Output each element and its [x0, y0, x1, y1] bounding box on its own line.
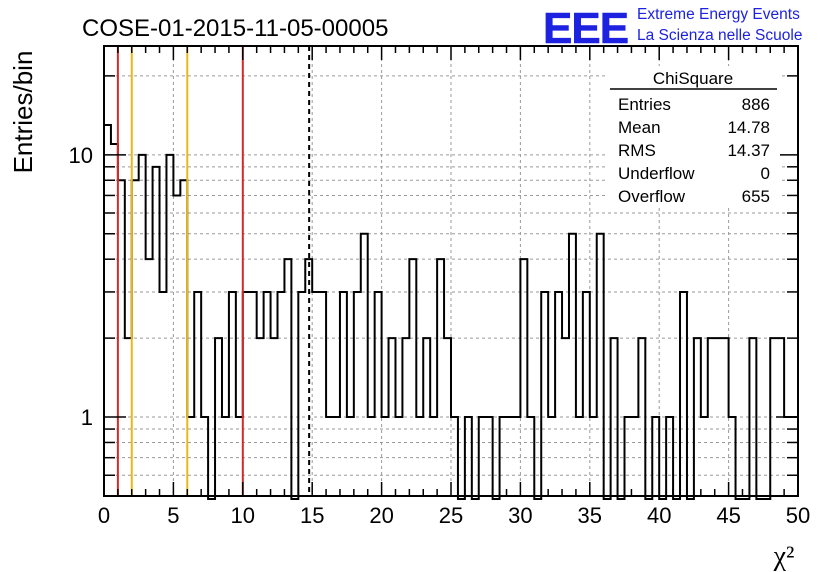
stats-row-label: Underflow: [618, 164, 695, 183]
plot-frame: [103, 45, 799, 497]
x-tick-label: 5: [167, 503, 179, 528]
eee-logo: EEE Extreme Energy Events La Scienza nel…: [543, 4, 803, 54]
stats-box: ChiSquare Entries 886 Mean 14.78 RMS 14.37 Und…: [608, 66, 780, 208]
y-axis-label: Entries/bin: [8, 51, 38, 174]
stats-row-label: Overflow: [618, 187, 686, 206]
stats-row-label: Entries: [618, 95, 671, 114]
stats-row-label: Mean: [618, 118, 661, 137]
stats-box-title: ChiSquare: [653, 69, 733, 88]
x-tick-label: 50: [786, 503, 810, 528]
x-tick-label: 30: [508, 503, 532, 528]
stats-row-value: 14.78: [727, 118, 770, 137]
y-tick-labels: 1 10: [69, 143, 93, 430]
logo-line-1: Extreme Energy Events: [637, 6, 800, 23]
stats-row-label: RMS: [618, 141, 656, 160]
x-tick-label: 45: [716, 503, 740, 528]
x-tick-label: 25: [439, 503, 463, 528]
logo-line-2: La Scienza nelle Scuole: [637, 27, 802, 44]
stats-row-value: 655: [742, 187, 770, 206]
x-tick-label: 15: [300, 503, 324, 528]
histogram: [103, 123, 799, 500]
threshold-lines: [116, 46, 311, 496]
x-tick-label: 35: [578, 503, 602, 528]
y-tick-label: 1: [81, 405, 93, 430]
y-tick-label: 10: [69, 143, 93, 168]
x-axis-label: χ²: [773, 541, 795, 572]
stats-row-value: 886: [742, 95, 770, 114]
x-tick-label: 20: [369, 503, 393, 528]
x-tick-label: 40: [647, 503, 671, 528]
x-tick-labels: 0 5 10 15 20 25 30 35 40 45 50: [98, 503, 810, 528]
x-tick-label: 0: [98, 503, 110, 528]
x-tick-label: 10: [231, 503, 255, 528]
histogram-outline: [103, 123, 799, 500]
stats-row-value: 14.37: [727, 141, 770, 160]
logo-mark: EEE: [543, 4, 628, 53]
chart-title: COSE-01-2015-11-05-00005: [82, 15, 388, 42]
stats-row-value: 0: [761, 164, 770, 183]
